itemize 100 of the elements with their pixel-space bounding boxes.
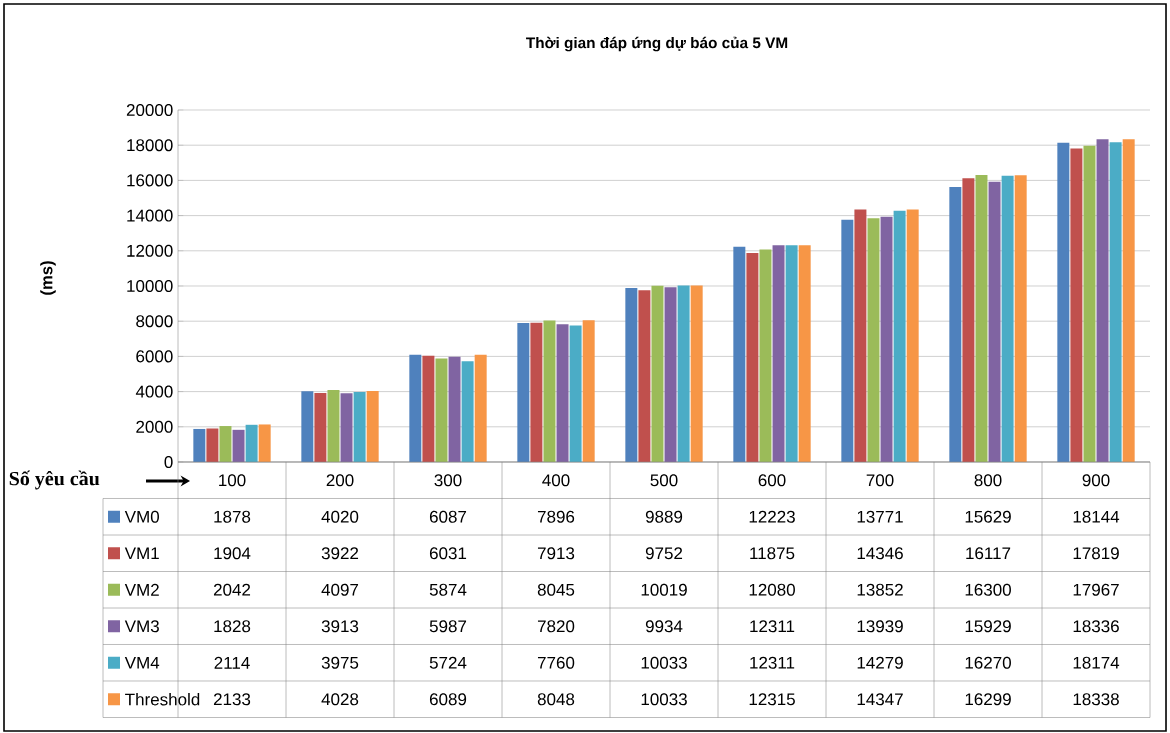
data-label: 1878	[214, 510, 251, 523]
bar	[1096, 139, 1109, 462]
data-label: 16300	[965, 583, 1011, 596]
bar	[314, 392, 327, 462]
bar	[651, 285, 664, 462]
bar	[893, 210, 906, 462]
bar	[1122, 139, 1135, 462]
bar	[949, 186, 962, 462]
data-label: 5987	[429, 620, 467, 633]
data-label: 18338	[1073, 693, 1119, 706]
bar	[625, 287, 638, 462]
data-label: 9752	[645, 547, 683, 560]
data-label: 12315	[749, 693, 795, 706]
y-tick-label: 2000	[136, 420, 173, 433]
x-axis-title: Số yêu cầu	[9, 470, 100, 490]
x-tick-label: 700	[866, 474, 894, 487]
bar	[569, 325, 582, 462]
bar	[232, 429, 245, 462]
bar	[556, 324, 569, 462]
bar	[1109, 142, 1122, 462]
data-label: 14346	[857, 547, 903, 560]
bar	[988, 181, 1001, 462]
y-tick-label: 4000	[135, 385, 173, 398]
bar	[664, 287, 677, 462]
bar	[353, 392, 366, 462]
y-tick-label: 12000	[127, 244, 173, 257]
bar	[206, 428, 219, 462]
bar	[582, 320, 595, 462]
bar	[841, 219, 854, 462]
data-label: 16117	[966, 547, 1011, 560]
data-label: 12080	[749, 583, 795, 596]
data-label: 9934	[645, 620, 683, 633]
y-tick-label: 6000	[136, 350, 173, 363]
bar	[1001, 175, 1014, 462]
x-tick-label: 400	[542, 474, 570, 487]
data-label: 8048	[537, 693, 575, 706]
legend-label: VM0	[124, 510, 159, 523]
bar	[906, 209, 919, 462]
data-label: 2042	[213, 583, 251, 596]
data-label: 6089	[429, 693, 467, 706]
data-label: 13771	[857, 510, 903, 523]
bar	[772, 245, 785, 462]
x-tick-label: 500	[650, 474, 678, 487]
data-label: 2114	[214, 656, 250, 669]
data-label: 6031	[429, 547, 467, 560]
data-label: 2133	[213, 693, 251, 706]
data-label: 7760	[537, 656, 575, 669]
bar	[448, 356, 461, 462]
data-label: 1828	[214, 620, 251, 633]
bar	[880, 216, 893, 462]
data-label: 17819	[1073, 547, 1119, 560]
data-label: 14279	[857, 656, 903, 669]
y-tick-label: 10000	[127, 279, 173, 293]
y-tick-label: 20000	[126, 103, 173, 117]
data-label: 12223	[749, 510, 795, 523]
bar	[340, 393, 353, 462]
bar	[435, 358, 448, 462]
bar	[975, 175, 988, 462]
bar	[530, 322, 543, 462]
y-tick-label: 14000	[127, 209, 173, 222]
bar	[1014, 175, 1027, 462]
bar	[327, 389, 340, 462]
data-label: 12311	[750, 620, 795, 633]
bar	[258, 424, 271, 462]
bar	[366, 391, 379, 462]
bar	[245, 424, 258, 462]
data-label: 13852	[857, 583, 903, 596]
bar	[301, 391, 314, 462]
data-label: 9889	[645, 510, 683, 523]
bar	[733, 246, 746, 462]
data-label: 5874	[429, 583, 467, 596]
bar	[759, 249, 772, 462]
x-tick-label: 900	[1082, 474, 1110, 487]
data-label: 5724	[429, 656, 467, 669]
bar	[461, 361, 474, 462]
data-label: 7820	[537, 620, 575, 633]
data-label: 10033	[641, 693, 687, 706]
data-label: 13939	[857, 620, 903, 633]
data-label: 3913	[321, 620, 359, 633]
x-tick-label: 800	[974, 474, 1002, 487]
data-label: 18144	[1073, 510, 1120, 523]
data-label: 4020	[321, 510, 359, 523]
bar	[962, 178, 975, 462]
x-tick-label: 200	[326, 474, 354, 487]
data-label: 8045	[537, 583, 575, 596]
bar	[867, 218, 880, 462]
data-label: 11875	[750, 547, 795, 560]
bar	[474, 354, 487, 462]
data-label: 15629	[965, 510, 1011, 523]
data-label: 18174	[1073, 656, 1120, 669]
legend-label: VM3	[124, 620, 159, 633]
data-label: 14347	[857, 693, 903, 706]
data-label: 12311	[750, 656, 795, 669]
legend-label: VM1	[124, 547, 159, 560]
bar	[854, 209, 867, 462]
legend-label: VM2	[124, 583, 159, 596]
x-tick-label: 300	[434, 474, 462, 487]
data-label: 10033	[641, 656, 687, 669]
data-label: 18336	[1073, 620, 1119, 633]
data-label: 4028	[321, 693, 359, 706]
